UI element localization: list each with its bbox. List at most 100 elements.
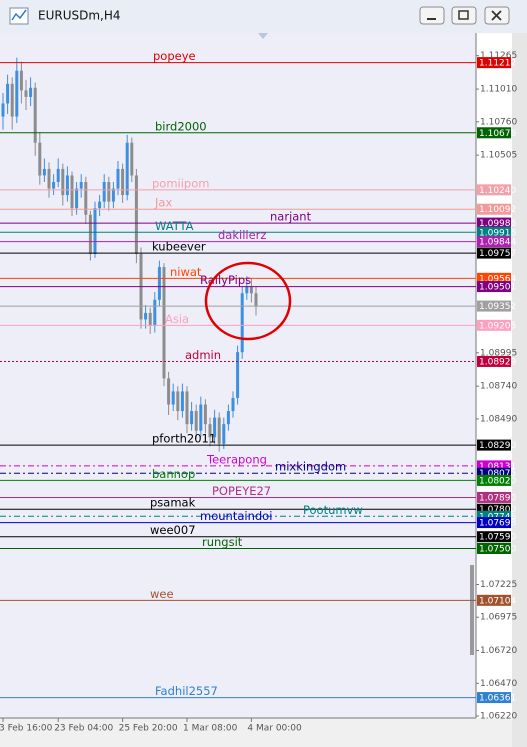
candle-body (61, 168, 65, 196)
price-tag: 1.10092 (479, 205, 516, 215)
price-tag-box (477, 300, 511, 312)
shift-marker (258, 33, 268, 39)
candle-body (75, 188, 79, 209)
level-name: pomiipom (152, 176, 209, 190)
candle-body (222, 424, 226, 444)
price-tag: 1.09844 (479, 238, 516, 248)
candle-body (111, 188, 115, 202)
level-name: bird2000 (155, 119, 207, 133)
price-tag: 1.10676 (479, 129, 516, 139)
price-tag-box (477, 517, 511, 529)
candle-body (88, 214, 92, 254)
level-name: popeye (153, 49, 196, 63)
y-tick-label: 1.10760 (480, 117, 517, 127)
level-name: wee007 (150, 523, 196, 537)
candle-body (42, 168, 46, 176)
level-name: dakillerz (218, 228, 266, 242)
price-tag: 1.08075 (479, 469, 516, 479)
price-tag: 1.09986 (479, 219, 516, 229)
price-tag-box (477, 203, 511, 215)
price-tag: 1.07890 (479, 493, 516, 503)
x-tick-label: 1 Mar 08:00 (183, 724, 238, 734)
price-tag-box (477, 510, 511, 522)
candle-body (47, 168, 51, 189)
candle-body (203, 404, 207, 425)
candle-body (226, 411, 230, 425)
level-name: mixkingdom (275, 460, 346, 474)
candle-body (157, 267, 161, 300)
scroll-marker (470, 565, 474, 655)
candle-body (162, 267, 166, 379)
price-tag: 1.09916 (479, 228, 516, 238)
level-name: bannop (152, 467, 195, 481)
level-name: RallyPips (200, 273, 251, 287)
candle-body (185, 391, 189, 425)
chart-layer: 1.11265 1.11010 1.10760 1.10505 1.08995 1.087… (0, 49, 517, 734)
candle-body (102, 181, 106, 202)
price-tag-box (477, 439, 511, 451)
window-title: EURUSDm,H4 (38, 9, 121, 23)
y-tick-label: 1.07225 (480, 580, 517, 590)
level-name: admin (185, 348, 221, 362)
level-name: rungsit (202, 535, 243, 549)
scrollbar[interactable] (512, 33, 527, 747)
candle-body (38, 142, 42, 176)
candle-body (130, 142, 134, 176)
y-tick-label: 1.10505 (480, 151, 517, 161)
candle-body (148, 312, 152, 326)
price-tag-box (477, 503, 511, 515)
price-tag: 1.09564 (479, 274, 516, 284)
minimize-button[interactable] (419, 6, 445, 25)
candle-body (121, 168, 125, 196)
candle-body (6, 83, 10, 104)
x-tick-label: 4 Mar 00:00 (247, 724, 302, 734)
price-tag-box (477, 467, 511, 479)
candle-body (208, 424, 212, 438)
level-name: psamak (150, 496, 196, 510)
level-name: POPEYE27 (212, 484, 271, 498)
candle-body (167, 378, 171, 405)
price-tag: 1.09501 (479, 283, 516, 293)
window-icon-glyph (11, 9, 27, 21)
price-tag-box (477, 184, 511, 196)
candle-body (249, 286, 253, 294)
level-name: mountaindoi (200, 509, 272, 523)
price-tag-box (477, 57, 511, 69)
candle-body (65, 175, 69, 196)
maximize-glyph (458, 10, 469, 20)
level-name: Fadhil2557 (155, 684, 218, 698)
price-tag: 1.07500 (479, 544, 516, 554)
candle-body (93, 208, 97, 254)
level-name: Jax (154, 196, 172, 210)
price-tag: 1.09205 (479, 321, 516, 331)
candle-body (153, 299, 157, 326)
y-tick-label: 1.06720 (480, 646, 517, 656)
candle-body (245, 286, 249, 294)
price-tag-box (477, 217, 511, 229)
price-tag: 1.07590 (479, 533, 516, 543)
price-tag: 1.07698 (479, 519, 516, 529)
candle-body (15, 70, 19, 117)
maximize-button[interactable] (451, 6, 477, 25)
level-name: niwat (170, 265, 202, 279)
candle-body (98, 201, 102, 209)
price-tag: 1.09352 (479, 302, 516, 312)
price-tag: 1.06361 (479, 694, 516, 704)
candle-body (176, 391, 180, 412)
level-name: Teerapong (206, 452, 267, 466)
candle-body (134, 175, 138, 254)
level-name: pforth2011 (152, 432, 216, 446)
price-tag: 1.07800 (479, 505, 516, 515)
y-tick-label: 1.06975 (480, 613, 517, 623)
candle-body (70, 175, 74, 209)
price-tag-box (477, 542, 511, 554)
y-tick-label: 1.06470 (480, 679, 517, 689)
x-tick-label: 25 Feb 20:00 (119, 724, 178, 734)
price-tag-box (477, 272, 511, 284)
level-name: kubeever (152, 240, 206, 254)
level-name: Asia (165, 312, 189, 326)
candle-body (231, 397, 235, 412)
candle-body (1, 103, 5, 117)
price-tag-box (477, 355, 511, 367)
